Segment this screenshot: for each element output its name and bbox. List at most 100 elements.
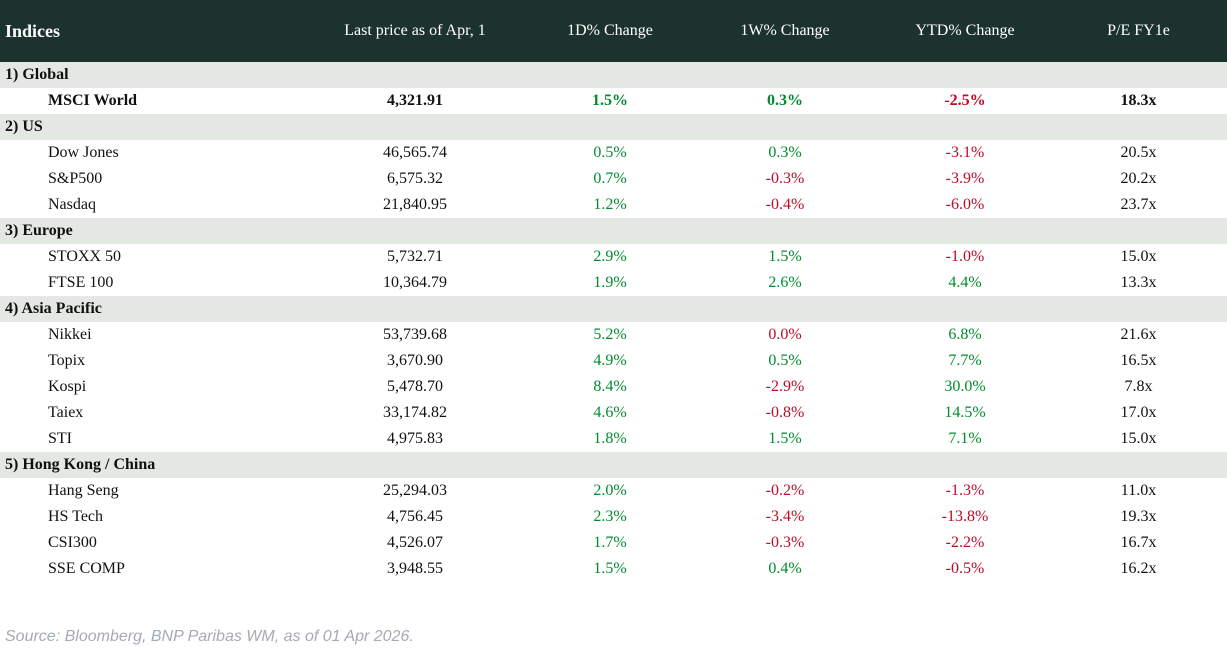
change-1w: 0.0% (768, 326, 802, 343)
pe-ratio: 19.3x (1120, 508, 1157, 525)
table-body: 1) Global MSCI World 4,321.91 1.5% 0.3% -2.5%… (0, 62, 1227, 582)
change-ytd: 7.7% (948, 352, 982, 369)
pe-ratio: 11.0x (1120, 482, 1157, 499)
change-ytd: -6.0% (945, 196, 985, 213)
table-row: SSE COMP 3,948.55 1.5% 0.4% -0.5% 16.2x (0, 556, 1227, 582)
table-row: Hang Seng 25,294.03 2.0% -0.2% -1.3% 11.0x (0, 478, 1227, 504)
change-ytd: -1.3% (945, 482, 985, 499)
last-price: 3,670.90 (387, 352, 443, 369)
group-row: 1) Global (0, 62, 1227, 88)
indices-table: Indices Last price as of Apr, 1 1D% Chan… (0, 0, 1227, 582)
index-name: Taiex (48, 404, 84, 421)
change-1d: 4.6% (593, 404, 627, 421)
index-name: Kospi (48, 378, 87, 395)
change-1w: -0.3% (765, 534, 805, 551)
last-price: 4,975.83 (387, 430, 443, 447)
index-name: Nikkei (48, 326, 92, 343)
group-label: 2) US (0, 114, 1227, 140)
change-1w: 0.5% (768, 352, 802, 369)
last-price: 6,575.32 (387, 170, 443, 187)
index-name: STI (48, 430, 72, 447)
last-price: 3,948.55 (387, 560, 443, 577)
change-ytd: -13.8% (941, 508, 989, 525)
pe-ratio: 7.8x (1124, 378, 1153, 395)
change-1d: 8.4% (593, 378, 627, 395)
group-row: 2) US (0, 114, 1227, 140)
change-1w: 2.6% (768, 274, 802, 291)
index-name: S&P500 (48, 170, 103, 187)
table-row: Dow Jones 46,565.74 0.5% 0.3% -3.1% 20.5x (0, 140, 1227, 166)
column-header-pe: P/E FY1e (1050, 0, 1227, 62)
change-1w: 1.5% (768, 430, 802, 447)
last-price: 5,478.70 (387, 378, 443, 395)
last-price: 21,840.95 (383, 196, 447, 213)
group-label: 3) Europe (0, 218, 1227, 244)
pe-ratio: 20.5x (1120, 144, 1157, 161)
change-1d: 1.8% (593, 430, 627, 447)
table-row: Taiex 33,174.82 4.6% -0.8% 14.5% 17.0x (0, 400, 1227, 426)
last-price: 33,174.82 (383, 404, 447, 421)
pe-ratio: 13.3x (1120, 274, 1157, 291)
change-ytd: -0.5% (945, 560, 985, 577)
change-ytd: -2.5% (944, 92, 986, 109)
change-ytd: -1.0% (945, 248, 985, 265)
change-1d: 2.9% (593, 248, 627, 265)
pe-ratio: 16.7x (1120, 534, 1157, 551)
last-price: 4,756.45 (387, 508, 443, 525)
change-1w: 0.3% (768, 144, 802, 161)
last-price: 4,526.07 (387, 534, 443, 551)
last-price: 53,739.68 (383, 326, 447, 343)
pe-ratio: 15.0x (1120, 248, 1157, 265)
pe-ratio: 20.2x (1120, 170, 1157, 187)
change-ytd: 7.1% (948, 430, 982, 447)
last-price: 5,732.71 (387, 248, 443, 265)
change-1d: 1.5% (592, 92, 628, 109)
index-name: HS Tech (48, 508, 104, 525)
pe-ratio: 23.7x (1120, 196, 1157, 213)
change-ytd: 6.8% (948, 326, 982, 343)
table-row: MSCI World 4,321.91 1.5% 0.3% -2.5% 18.3x (0, 88, 1227, 114)
change-1w: 0.4% (768, 560, 802, 577)
change-1w: 0.3% (767, 92, 803, 109)
change-1d: 0.7% (593, 170, 627, 187)
last-price: 10,364.79 (383, 274, 447, 291)
table-header: Indices Last price as of Apr, 1 1D% Chan… (0, 0, 1227, 62)
table-row: STI 4,975.83 1.8% 1.5% 7.1% 15.0x (0, 426, 1227, 452)
group-row: 4) Asia Pacific (0, 296, 1227, 322)
pe-ratio: 16.5x (1120, 352, 1157, 369)
pe-ratio: 18.3x (1120, 92, 1157, 109)
pe-ratio: 15.0x (1120, 430, 1157, 447)
change-ytd: 30.0% (944, 378, 986, 395)
change-1w: -0.2% (765, 482, 805, 499)
change-1d: 5.2% (593, 326, 627, 343)
change-1d: 1.7% (593, 534, 627, 551)
pe-ratio: 17.0x (1120, 404, 1157, 421)
table-row: HS Tech 4,756.45 2.3% -3.4% -13.8% 19.3x (0, 504, 1227, 530)
table-title: Indices (0, 0, 300, 62)
group-row: 3) Europe (0, 218, 1227, 244)
index-name: STOXX 50 (48, 248, 122, 265)
change-1w: -0.8% (765, 404, 805, 421)
table-row: Kospi 5,478.70 8.4% -2.9% 30.0% 7.8x (0, 374, 1227, 400)
change-1w: -2.9% (765, 378, 805, 395)
change-ytd: -3.9% (945, 170, 985, 187)
column-header-1d-change: 1D% Change (530, 0, 690, 62)
index-name: MSCI World (48, 92, 138, 109)
change-1w: 1.5% (768, 248, 802, 265)
last-price: 46,565.74 (383, 144, 447, 161)
column-header-ytd-change: YTD% Change (880, 0, 1050, 62)
table-row: FTSE 100 10,364.79 1.9% 2.6% 4.4% 13.3x (0, 270, 1227, 296)
table-row: Nikkei 53,739.68 5.2% 0.0% 6.8% 21.6x (0, 322, 1227, 348)
column-header-last-price: Last price as of Apr, 1 (300, 0, 530, 62)
index-name: CSI300 (48, 534, 97, 551)
index-name: FTSE 100 (48, 274, 114, 291)
source-note: Source: Bloomberg, BNP Paribas WM, as of… (5, 628, 414, 645)
last-price: 4,321.91 (387, 92, 443, 109)
table-row: CSI300 4,526.07 1.7% -0.3% -2.2% 16.7x (0, 530, 1227, 556)
pe-ratio: 16.2x (1120, 560, 1157, 577)
group-row: 5) Hong Kong / China (0, 452, 1227, 478)
index-name: Nasdaq (48, 196, 96, 213)
group-label: 1) Global (0, 62, 1227, 88)
change-ytd: 4.4% (948, 274, 982, 291)
pe-ratio: 21.6x (1120, 326, 1157, 343)
